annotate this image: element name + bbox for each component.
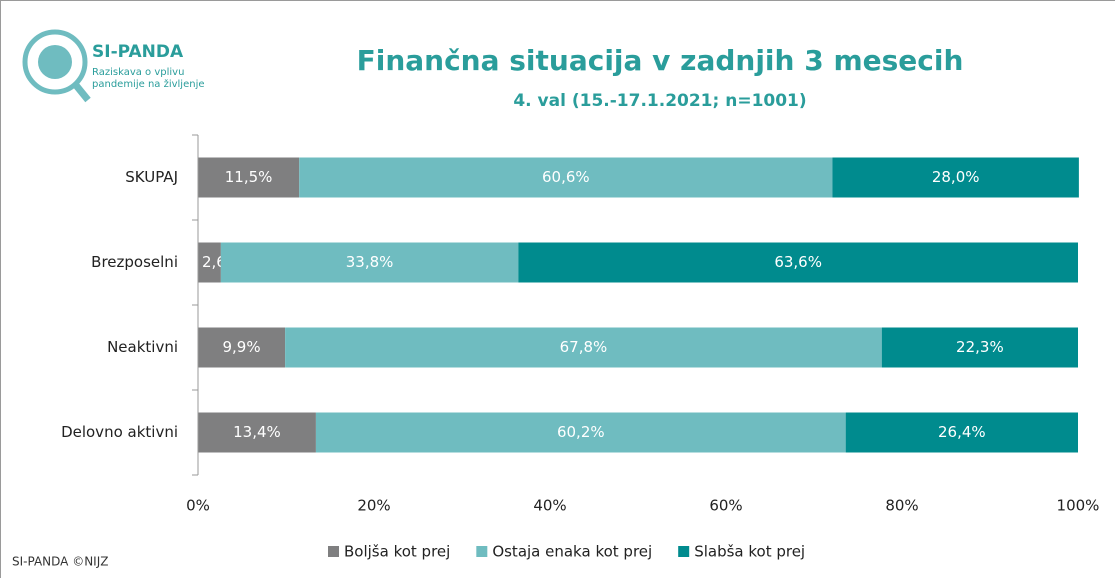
data-label: 60,2% (557, 423, 605, 441)
data-label: 33,8% (346, 253, 394, 271)
bar-segment (518, 242, 1078, 283)
bar-segment (881, 327, 1078, 368)
legend-swatch (328, 546, 339, 557)
legend-label: Boljša kot prej (344, 543, 450, 561)
y-tick-label: Brezposelni (91, 253, 178, 271)
legend-label: Slabša kot prej (694, 543, 805, 561)
bar-segment (198, 157, 300, 198)
data-label: 26,4% (938, 423, 986, 441)
legend-swatch (476, 546, 488, 557)
data-label: 67,8% (560, 338, 608, 356)
y-tick-label: Neaktivni (107, 338, 178, 356)
data-label: 28,0% (932, 168, 980, 186)
logo-ring (22, 29, 88, 95)
bar-segment (285, 327, 882, 368)
bar-segment (198, 242, 221, 283)
bar-segment (832, 157, 1079, 198)
data-label: 63,6% (774, 253, 822, 271)
data-label: 9,9% (223, 338, 261, 356)
data-label: 11,5% (225, 168, 273, 186)
bar-segment (315, 412, 846, 453)
logo-handle (72, 81, 91, 103)
y-tick-label: SKUPAJ (125, 168, 178, 186)
chart-title: Finančna situacija v zadnjih 3 mesecih (357, 44, 964, 77)
logo-tagline: pandemije na življenje (92, 78, 205, 90)
x-tick-label: 20% (357, 497, 390, 515)
x-tick-label: 100% (1057, 497, 1100, 515)
bar-segment (845, 412, 1078, 453)
bar-segment (299, 157, 833, 198)
bar-segment (220, 242, 519, 283)
y-tick-label: Delovno aktivni (61, 423, 178, 441)
x-tick-label: 60% (709, 497, 742, 515)
x-tick-label: 80% (885, 497, 918, 515)
data-label: 13,4% (233, 423, 281, 441)
bar-segment (198, 327, 286, 368)
x-tick-label: 0% (186, 497, 210, 515)
chart-subtitle: 4. val (15.-17.1.2021; n=1001) (513, 91, 806, 111)
legend-label: Ostaja enaka kot prej (492, 543, 652, 561)
logo: SI-PANDA Raziskava o vplivu pandemije na… (22, 29, 205, 103)
bar-segment (198, 412, 316, 453)
logo-name: SI-PANDA (92, 42, 184, 62)
logo-tagline: Raziskava o vplivu (92, 67, 184, 78)
legend-swatch (678, 546, 690, 557)
data-label: 60,6% (542, 168, 590, 186)
footer: SI-PANDA ©NIJZ (12, 555, 108, 569)
x-tick-label: 40% (533, 497, 566, 515)
data-label: 22,3% (956, 338, 1004, 356)
logo-virus (38, 45, 72, 79)
